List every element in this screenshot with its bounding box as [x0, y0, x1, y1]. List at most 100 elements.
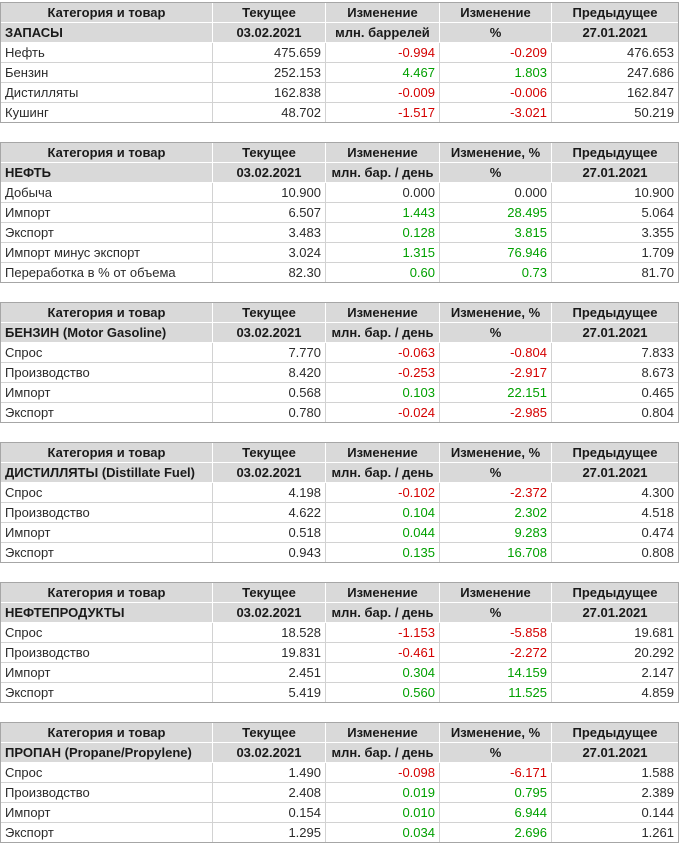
cell-change: 0.60 — [326, 263, 440, 282]
cell-current: 48.702 — [213, 103, 326, 122]
cell-change-pct: -0.209 — [440, 43, 552, 63]
cell-previous: 8.673 — [552, 363, 678, 383]
table-row: Экспорт 0.780 -0.024 -2.985 0.804 — [1, 403, 678, 422]
cell-category: Спрос — [1, 623, 213, 643]
report-tables: Категория и товар Текущее Изменение Изменен… — [0, 2, 679, 843]
cell-change: 0.010 — [326, 803, 440, 823]
cell-category: Спрос — [1, 763, 213, 783]
subheader-current: 03.02.2021 — [213, 743, 326, 763]
subheader-change: млн. бар. / день — [326, 743, 440, 763]
cell-current: 82.30 — [213, 263, 326, 282]
subheader-change-pct: % — [440, 323, 552, 343]
column-header-row: Категория и товар Текущее Изменение Изменен… — [1, 143, 678, 163]
cell-change: -0.063 — [326, 343, 440, 363]
table-row: Спрос 18.528 -1.153 -5.858 19.681 — [1, 623, 678, 643]
table-row: Производство 8.420 -0.253 -2.917 8.673 — [1, 363, 678, 383]
cell-category: Экспорт — [1, 223, 213, 243]
subheader-category: ЗАПАСЫ — [1, 23, 213, 43]
table-row: Добыча 10.900 0.000 0.000 10.900 — [1, 183, 678, 203]
column-header-previous: Предыдущее — [552, 143, 678, 163]
table-row: Импорт 0.154 0.010 6.944 0.144 — [1, 803, 678, 823]
cell-change-pct: -2.917 — [440, 363, 552, 383]
subheader-category: ПРОПАН (Propane/Propylene) — [1, 743, 213, 763]
cell-change-pct: 1.803 — [440, 63, 552, 83]
cell-change-pct: 2.696 — [440, 823, 552, 842]
subheader-current: 03.02.2021 — [213, 463, 326, 483]
cell-category: Производство — [1, 503, 213, 523]
column-header-previous: Предыдущее — [552, 583, 678, 603]
data-table-gasoline: Категория и товар Текущее Изменение Изменен… — [0, 302, 679, 423]
subheader-current: 03.02.2021 — [213, 603, 326, 623]
column-header-change-pct: Изменение, % — [440, 143, 552, 163]
column-header-current: Текущее — [213, 723, 326, 743]
cell-change: 0.103 — [326, 383, 440, 403]
cell-change-pct: 0.73 — [440, 263, 552, 282]
cell-current: 5.419 — [213, 683, 326, 702]
cell-previous: 0.804 — [552, 403, 678, 422]
column-header-category: Категория и товар — [1, 303, 213, 323]
column-header-row: Категория и товар Текущее Изменение Изменен… — [1, 443, 678, 463]
cell-category: Кушинг — [1, 103, 213, 122]
cell-change-pct: 0.000 — [440, 183, 552, 203]
cell-change: -0.102 — [326, 483, 440, 503]
cell-change: 0.000 — [326, 183, 440, 203]
column-header-row: Категория и товар Текущее Изменение Изменен… — [1, 303, 678, 323]
subheader-change: млн. бар. / день — [326, 323, 440, 343]
cell-category: Экспорт — [1, 403, 213, 422]
column-header-change: Изменение — [326, 3, 440, 23]
cell-category: Производство — [1, 783, 213, 803]
cell-change: -0.009 — [326, 83, 440, 103]
column-header-row: Категория и товар Текущее Изменение Изменен… — [1, 723, 678, 743]
cell-category: Добыча — [1, 183, 213, 203]
cell-current: 3.483 — [213, 223, 326, 243]
subheader-change-pct: % — [440, 23, 552, 43]
table-row: Импорт 6.507 1.443 28.495 5.064 — [1, 203, 678, 223]
cell-current: 19.831 — [213, 643, 326, 663]
cell-change-pct: 28.495 — [440, 203, 552, 223]
column-header-previous: Предыдущее — [552, 303, 678, 323]
cell-previous: 1.588 — [552, 763, 678, 783]
cell-current: 4.622 — [213, 503, 326, 523]
cell-category: Бензин — [1, 63, 213, 83]
cell-category: Импорт — [1, 663, 213, 683]
table-row: Импорт 2.451 0.304 14.159 2.147 — [1, 663, 678, 683]
table-row: Переработка в % от объема 82.30 0.60 0.73 81… — [1, 263, 678, 282]
subheader-change: млн. бар. / день — [326, 163, 440, 183]
cell-current: 6.507 — [213, 203, 326, 223]
column-header-category: Категория и товар — [1, 443, 213, 463]
cell-change-pct: -3.021 — [440, 103, 552, 122]
subheader-previous: 27.01.2021 — [552, 463, 678, 483]
table-row: Кушинг 48.702 -1.517 -3.021 50.219 — [1, 103, 678, 122]
cell-category: Импорт — [1, 203, 213, 223]
cell-previous: 5.064 — [552, 203, 678, 223]
table-row: Экспорт 5.419 0.560 11.525 4.859 — [1, 683, 678, 702]
cell-category: Экспорт — [1, 683, 213, 702]
cell-category: Спрос — [1, 343, 213, 363]
table-row: Производство 2.408 0.019 0.795 2.389 — [1, 783, 678, 803]
cell-current: 0.943 — [213, 543, 326, 562]
cell-change: -1.153 — [326, 623, 440, 643]
table-row: Экспорт 3.483 0.128 3.815 3.355 — [1, 223, 678, 243]
cell-category: Импорт — [1, 803, 213, 823]
cell-previous: 81.70 — [552, 263, 678, 282]
subheader-category: НЕФТЕПРОДУКТЫ — [1, 603, 213, 623]
subheader-row: НЕФТЬ 03.02.2021 млн. бар. / день% 27.01.20… — [1, 163, 678, 183]
cell-category: Импорт — [1, 383, 213, 403]
table-row: Экспорт 1.295 0.034 2.696 1.261 — [1, 823, 678, 842]
subheader-category: БЕНЗИН (Motor Gasoline) — [1, 323, 213, 343]
cell-category: Импорт минус экспорт — [1, 243, 213, 263]
cell-category: Экспорт — [1, 543, 213, 562]
cell-change: 0.019 — [326, 783, 440, 803]
cell-change: -0.098 — [326, 763, 440, 783]
subheader-row: ЗАПАСЫ 03.02.2021 млн. баррелей% 27.01.2021 — [1, 23, 678, 43]
cell-change: -0.253 — [326, 363, 440, 383]
column-header-previous: Предыдущее — [552, 443, 678, 463]
cell-previous: 1.261 — [552, 823, 678, 842]
cell-change: 0.135 — [326, 543, 440, 562]
cell-previous: 2.389 — [552, 783, 678, 803]
cell-current: 7.770 — [213, 343, 326, 363]
subheader-change: млн. бар. / день — [326, 603, 440, 623]
cell-current: 475.659 — [213, 43, 326, 63]
cell-category: Нефть — [1, 43, 213, 63]
subheader-change-pct: % — [440, 163, 552, 183]
